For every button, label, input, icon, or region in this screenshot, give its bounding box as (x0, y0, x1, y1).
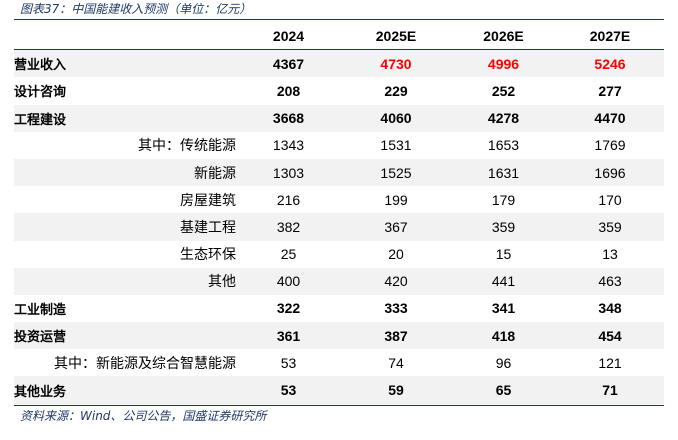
table-row: 房屋建筑 216 199 179 170 (14, 186, 664, 213)
forecast-table: 2024 2025E 2026E 2027E 营业收入 4367 4730 49… (14, 22, 664, 404)
row-label: 生态环保 (180, 247, 236, 264)
table-row: 其他业务 53 59 65 71 (14, 376, 664, 404)
cell-value: 441 (451, 267, 556, 295)
table-row: 基建工程 382 367 359 359 (14, 213, 664, 241)
table-row: 投资运营 361 387 418 454 (14, 322, 664, 350)
cell-value: 359 (451, 213, 556, 241)
cell-value: 229 (384, 82, 408, 99)
row-label: 投资运营 (14, 322, 236, 350)
cell-value: 1653 (487, 137, 520, 154)
cell-value: 4730 (341, 49, 451, 78)
row-label: 工程建设 (14, 104, 236, 132)
cell-value: 71 (556, 376, 664, 404)
cell-value: 418 (451, 322, 556, 350)
figure-caption: 图表37：中国能建收入预测（单位：亿元） (20, 2, 252, 16)
cell-value: 1769 (594, 137, 626, 154)
table-row: 工业制造 322 333 341 348 (14, 295, 664, 322)
cell-value: 1531 (380, 137, 412, 154)
row-label: 工业制造 (14, 302, 67, 318)
header-label-cell (14, 22, 236, 51)
cell-value: 4470 (556, 104, 664, 132)
bottom-rule (14, 405, 664, 406)
cell-value: 74 (388, 354, 404, 371)
cell-value: 387 (341, 322, 451, 350)
cell-value: 4367 (236, 49, 341, 78)
table-row: 其他 400 420 441 463 (14, 267, 664, 295)
cell-value: 348 (598, 300, 622, 317)
row-label: 营业收入 (14, 49, 236, 78)
cell-value: 382 (236, 213, 341, 241)
cell-value: 53 (236, 376, 341, 404)
cell-value: 4278 (451, 104, 556, 132)
cell-value: 361 (236, 322, 341, 350)
cell-value: 359 (556, 213, 664, 241)
cell-value: 20 (388, 246, 404, 263)
cell-value: 170 (598, 191, 622, 208)
cell-value: 121 (598, 354, 622, 371)
row-label: 其他业务 (14, 376, 236, 404)
table-row: 设计咨询 208 229 252 277 (14, 77, 664, 104)
table-row: 其中：新能源及综合智慧能源 53 74 96 121 (14, 349, 664, 376)
cell-value: 4996 (451, 49, 556, 78)
cell-value: 1525 (341, 158, 451, 187)
table-row: 新能源 1303 1525 1631 1696 (14, 158, 664, 187)
cell-value: 25 (280, 246, 297, 263)
cell-value: 341 (491, 300, 516, 317)
cell-value: 400 (236, 267, 341, 295)
cell-value: 454 (556, 322, 664, 350)
row-label: 房屋建筑 (180, 192, 236, 209)
source-note: 资料来源：Wind、公司公告，国盛证券研究所 (20, 409, 267, 423)
cell-value: 367 (341, 213, 451, 241)
row-label: 基建工程 (14, 213, 236, 241)
cell-value: 5246 (556, 49, 664, 78)
cell-value: 1343 (272, 137, 305, 154)
cell-value: 333 (384, 300, 408, 317)
cell-value: 53 (280, 354, 297, 371)
cell-value: 179 (491, 191, 516, 208)
header-row: 2024 2025E 2026E 2027E (14, 22, 664, 51)
row-label: 设计咨询 (14, 85, 67, 101)
cell-value: 216 (276, 191, 301, 208)
cell-value: 4060 (341, 104, 451, 132)
cell-value: 322 (276, 300, 301, 317)
row-label: 其中：新能源及综合智慧能源 (54, 355, 236, 372)
cell-value: 1303 (236, 158, 341, 187)
table-row: 其中：传统能源 1343 1531 1653 1769 (14, 132, 664, 159)
table-row: 工程建设 3668 4060 4278 4470 (14, 104, 664, 132)
cell-value: 199 (384, 191, 408, 208)
cell-value: 463 (556, 267, 664, 295)
cell-value: 15 (495, 246, 512, 263)
cell-value: 420 (341, 267, 451, 295)
header-year-2026e: 2026E (451, 22, 556, 51)
row-label: 其他 (14, 267, 236, 295)
cell-value: 59 (341, 376, 451, 404)
cell-value: 13 (602, 246, 618, 263)
table-row: 生态环保 25 20 15 13 (14, 241, 664, 268)
cell-value: 3668 (236, 104, 341, 132)
cell-value: 96 (495, 354, 512, 371)
cell-value: 1631 (451, 158, 556, 187)
cell-value: 252 (491, 82, 516, 99)
top-rule (14, 19, 664, 20)
cell-value: 1696 (556, 158, 664, 187)
cell-value: 277 (598, 82, 622, 99)
header-year-2027e: 2027E (556, 22, 664, 51)
row-label: 新能源 (14, 158, 236, 187)
table-row: 营业收入 4367 4730 4996 5246 (14, 49, 664, 78)
cell-value: 65 (451, 376, 556, 404)
row-label: 其中：传统能源 (138, 138, 236, 155)
header-year-2025e: 2025E (341, 22, 451, 51)
cell-value: 208 (276, 82, 301, 99)
header-year-2024: 2024 (236, 22, 341, 51)
